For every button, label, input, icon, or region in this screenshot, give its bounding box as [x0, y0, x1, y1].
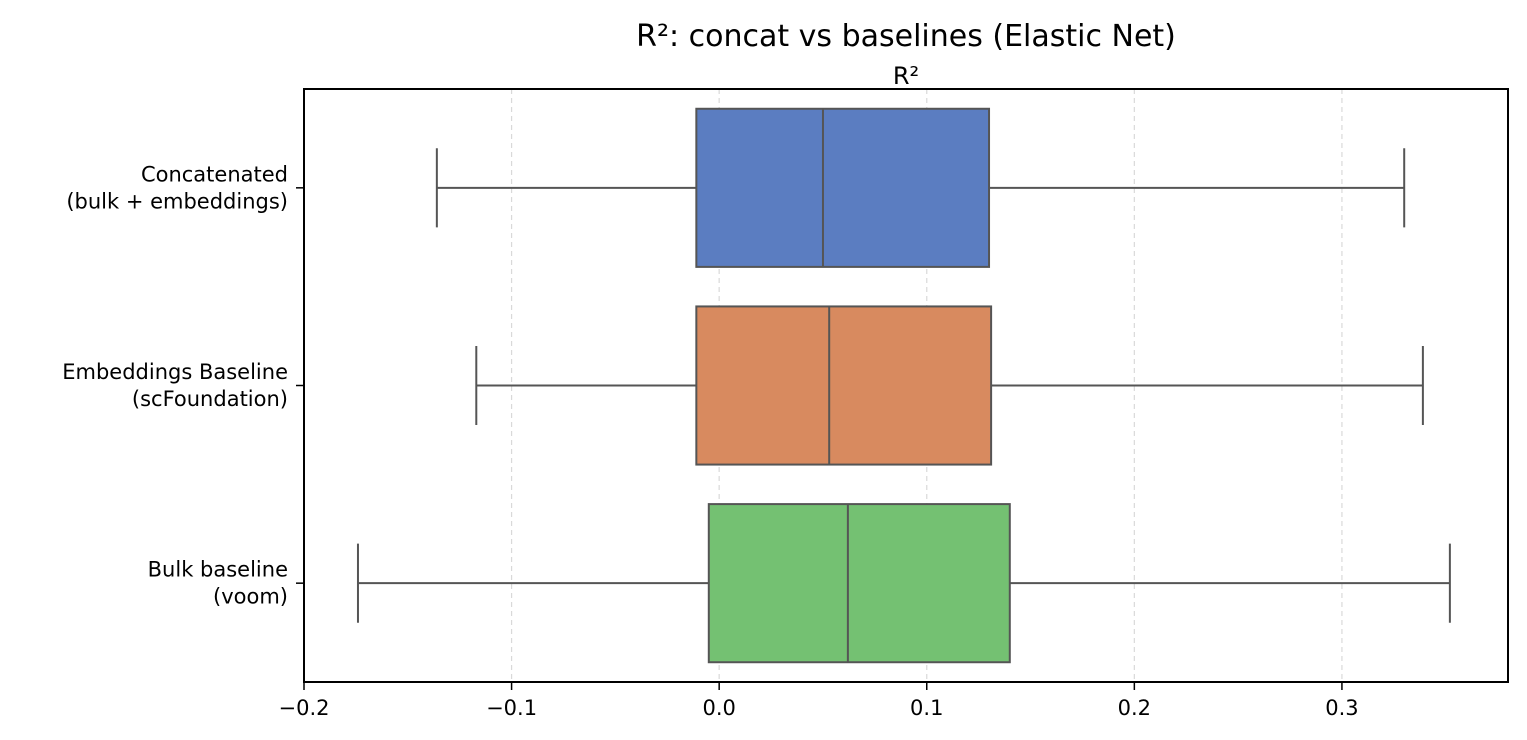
box-iqr	[695, 107, 991, 268]
x-tick-label: 0.0	[702, 696, 735, 720]
x-tick-label: −0.1	[486, 696, 537, 720]
y-category-label: (scFoundation)	[132, 387, 288, 411]
x-tick-label: 0.1	[910, 696, 943, 720]
y-axis: Concatenated (bulk + embeddings) Embedding…	[62, 162, 304, 609]
box-group	[356, 503, 1451, 664]
y-category-label: Bulk baseline	[148, 558, 288, 582]
y-category-label: Embeddings Baseline	[62, 360, 288, 384]
box-iqr	[707, 503, 1011, 664]
box-group	[475, 305, 1424, 466]
x-tick-label: −0.2	[279, 696, 330, 720]
box-group	[435, 107, 1406, 268]
y-category-label: (bulk + embeddings)	[66, 189, 288, 213]
y-category-label: (voom)	[213, 585, 288, 609]
box-iqr	[695, 305, 993, 466]
y-category-label: Concatenated	[141, 162, 288, 186]
boxes	[356, 107, 1451, 664]
chart-subtitle: R²	[893, 62, 919, 90]
x-tick-label: 0.2	[1118, 696, 1151, 720]
chart-title: R²: concat vs baselines (Elastic Net)	[636, 19, 1176, 54]
x-tick-label: 0.3	[1325, 696, 1358, 720]
x-axis: −0.2 −0.1 0.0 0.1 0.2 0.3	[279, 682, 1359, 720]
